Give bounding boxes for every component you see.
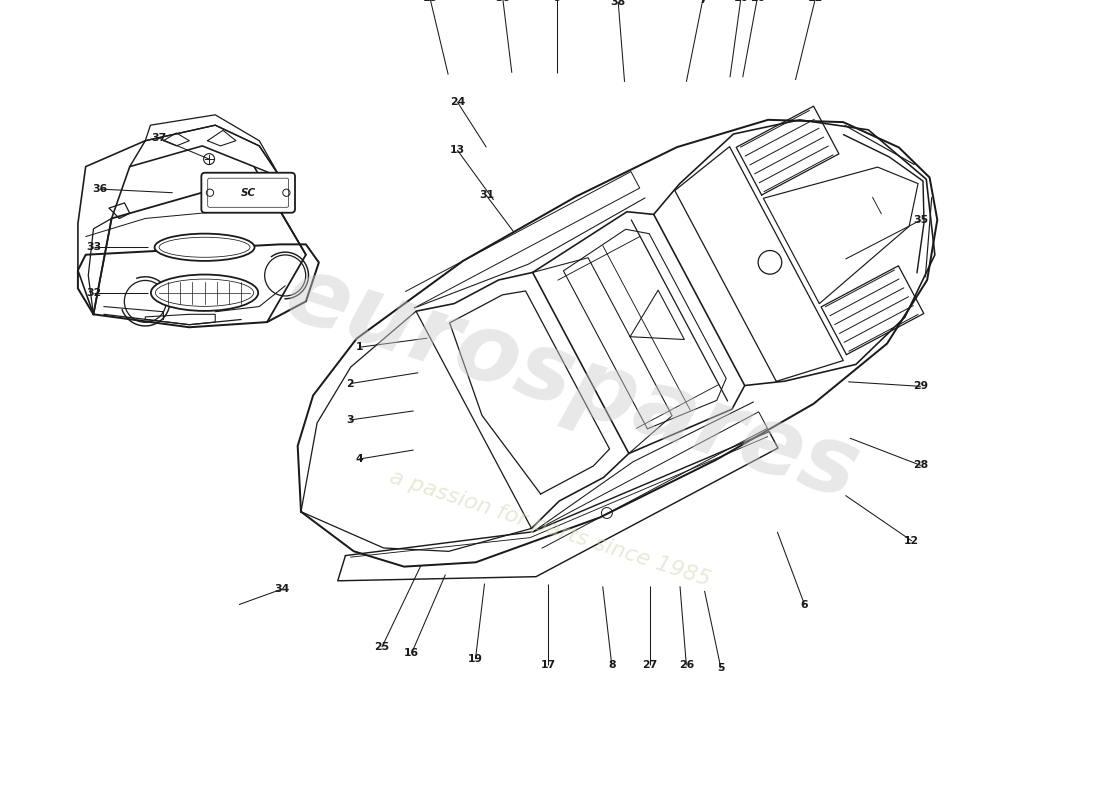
Text: 34: 34 xyxy=(274,584,289,594)
Text: 11: 11 xyxy=(808,0,823,3)
Text: 25: 25 xyxy=(374,642,389,652)
Text: a passion for parts since 1985: a passion for parts since 1985 xyxy=(387,466,713,590)
Text: 3: 3 xyxy=(346,415,354,425)
Text: 7: 7 xyxy=(698,0,706,5)
Text: 12: 12 xyxy=(904,536,920,546)
Text: 35: 35 xyxy=(913,215,928,225)
Text: 24: 24 xyxy=(450,97,465,107)
FancyBboxPatch shape xyxy=(201,173,295,213)
Text: 31: 31 xyxy=(478,190,494,201)
Text: 33: 33 xyxy=(86,242,101,252)
Text: 26: 26 xyxy=(679,661,694,670)
Text: 13: 13 xyxy=(450,145,465,155)
Text: 1: 1 xyxy=(355,342,363,352)
Text: 38: 38 xyxy=(610,0,626,7)
Text: 4: 4 xyxy=(355,454,363,464)
Text: 20: 20 xyxy=(750,0,764,3)
Text: 9: 9 xyxy=(553,0,561,3)
Text: 37: 37 xyxy=(152,133,167,143)
Ellipse shape xyxy=(151,274,258,311)
Text: SC: SC xyxy=(241,188,255,198)
Text: eurospares: eurospares xyxy=(274,248,870,520)
Text: 28: 28 xyxy=(913,461,928,470)
Text: 17: 17 xyxy=(540,661,556,670)
Text: 32: 32 xyxy=(86,288,101,298)
Text: 27: 27 xyxy=(642,661,658,670)
Text: 29: 29 xyxy=(913,382,928,391)
Text: 19: 19 xyxy=(468,654,483,664)
Text: 5: 5 xyxy=(717,663,725,673)
Text: 8: 8 xyxy=(608,661,616,670)
Text: 10: 10 xyxy=(734,0,748,3)
Text: 2: 2 xyxy=(346,378,354,389)
Text: 15: 15 xyxy=(422,0,438,3)
Text: 6: 6 xyxy=(801,599,808,610)
Text: 36: 36 xyxy=(92,184,108,194)
Ellipse shape xyxy=(154,234,254,261)
Text: 16: 16 xyxy=(405,648,419,658)
Text: 30: 30 xyxy=(495,0,510,3)
